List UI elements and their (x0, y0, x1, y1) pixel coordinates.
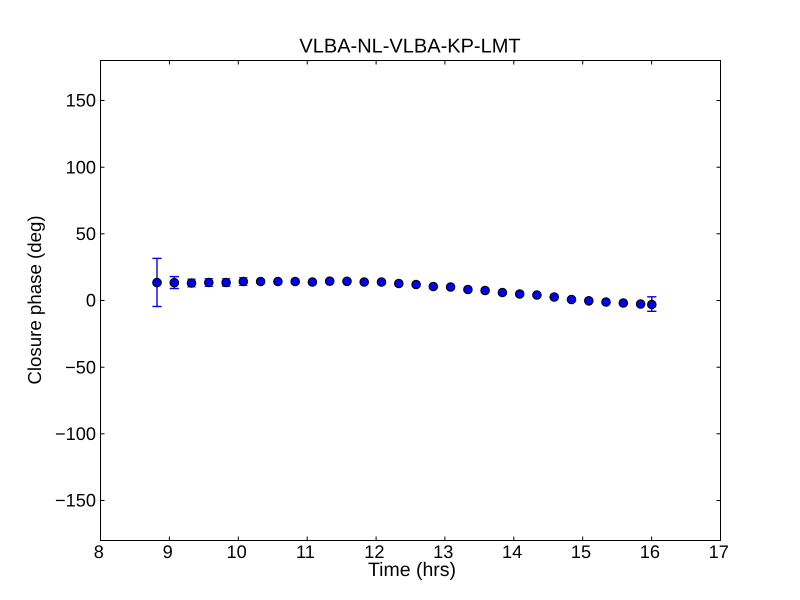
svg-text:17: 17 (709, 542, 729, 562)
svg-text:12: 12 (364, 542, 384, 562)
svg-text:150: 150 (66, 91, 96, 111)
svg-text:100: 100 (66, 157, 96, 177)
svg-text:11: 11 (296, 542, 315, 562)
svg-text:14: 14 (502, 542, 522, 562)
svg-text:0: 0 (86, 291, 96, 311)
svg-text:8: 8 (94, 542, 104, 562)
svg-text:VLBA-NL-VLBA-KP-LMT: VLBA-NL-VLBA-KP-LMT (299, 36, 520, 58)
svg-text:Time (hrs): Time (hrs) (368, 559, 456, 581)
svg-text:13: 13 (433, 542, 453, 562)
svg-text:−50: −50 (65, 357, 96, 377)
svg-text:−100: −100 (55, 424, 96, 444)
svg-text:9: 9 (163, 542, 173, 562)
svg-text:Closure phase (deg): Closure phase (deg) (24, 215, 45, 384)
svg-text:10: 10 (226, 542, 246, 562)
svg-text:−150: −150 (55, 491, 96, 511)
svg-text:16: 16 (640, 542, 660, 562)
svg-text:50: 50 (76, 224, 96, 244)
svg-text:15: 15 (571, 542, 591, 562)
